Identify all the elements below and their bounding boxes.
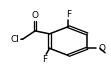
Text: F: F [42,55,47,64]
Text: Cl: Cl [11,35,20,44]
Text: F: F [66,10,71,19]
Text: O: O [99,44,106,53]
Text: O: O [32,11,39,20]
